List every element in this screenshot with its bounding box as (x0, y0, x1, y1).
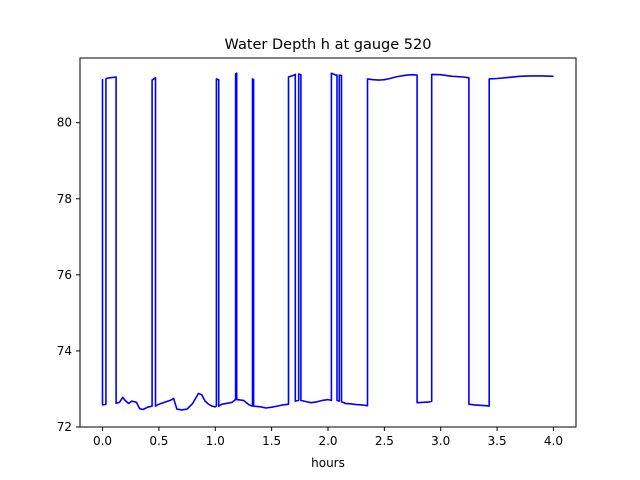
x-tick-label: 4.0 (544, 434, 563, 448)
axes-frame (79, 57, 577, 428)
axis-ticks: 0.0 0.5 1.0 1.5 2.0 2.5 3.0 3.5 4.0 72 74 76 78 80 (57, 116, 563, 448)
x-tick-label: 3.5 (488, 434, 507, 448)
y-tick-label: 78 (57, 192, 72, 206)
series-line (101, 72, 554, 411)
y-tick-label: 76 (57, 268, 72, 282)
y-tick-label: 80 (57, 116, 72, 130)
x-axis-label: hours (311, 456, 345, 470)
x-tick-label: 2.5 (375, 434, 394, 448)
y-tick-label: 72 (57, 420, 72, 434)
y-tick-label: 74 (57, 344, 72, 358)
x-tick-label: 2.0 (318, 434, 337, 448)
x-tick-label: 0.0 (93, 434, 112, 448)
x-tick-label: 1.0 (206, 434, 225, 448)
chart-title: Water Depth h at gauge 520 (225, 37, 432, 53)
x-tick-label: 1.5 (262, 434, 281, 448)
x-tick-label: 0.5 (149, 434, 168, 448)
x-tick-label: 3.0 (431, 434, 450, 448)
plot-area (101, 72, 554, 411)
